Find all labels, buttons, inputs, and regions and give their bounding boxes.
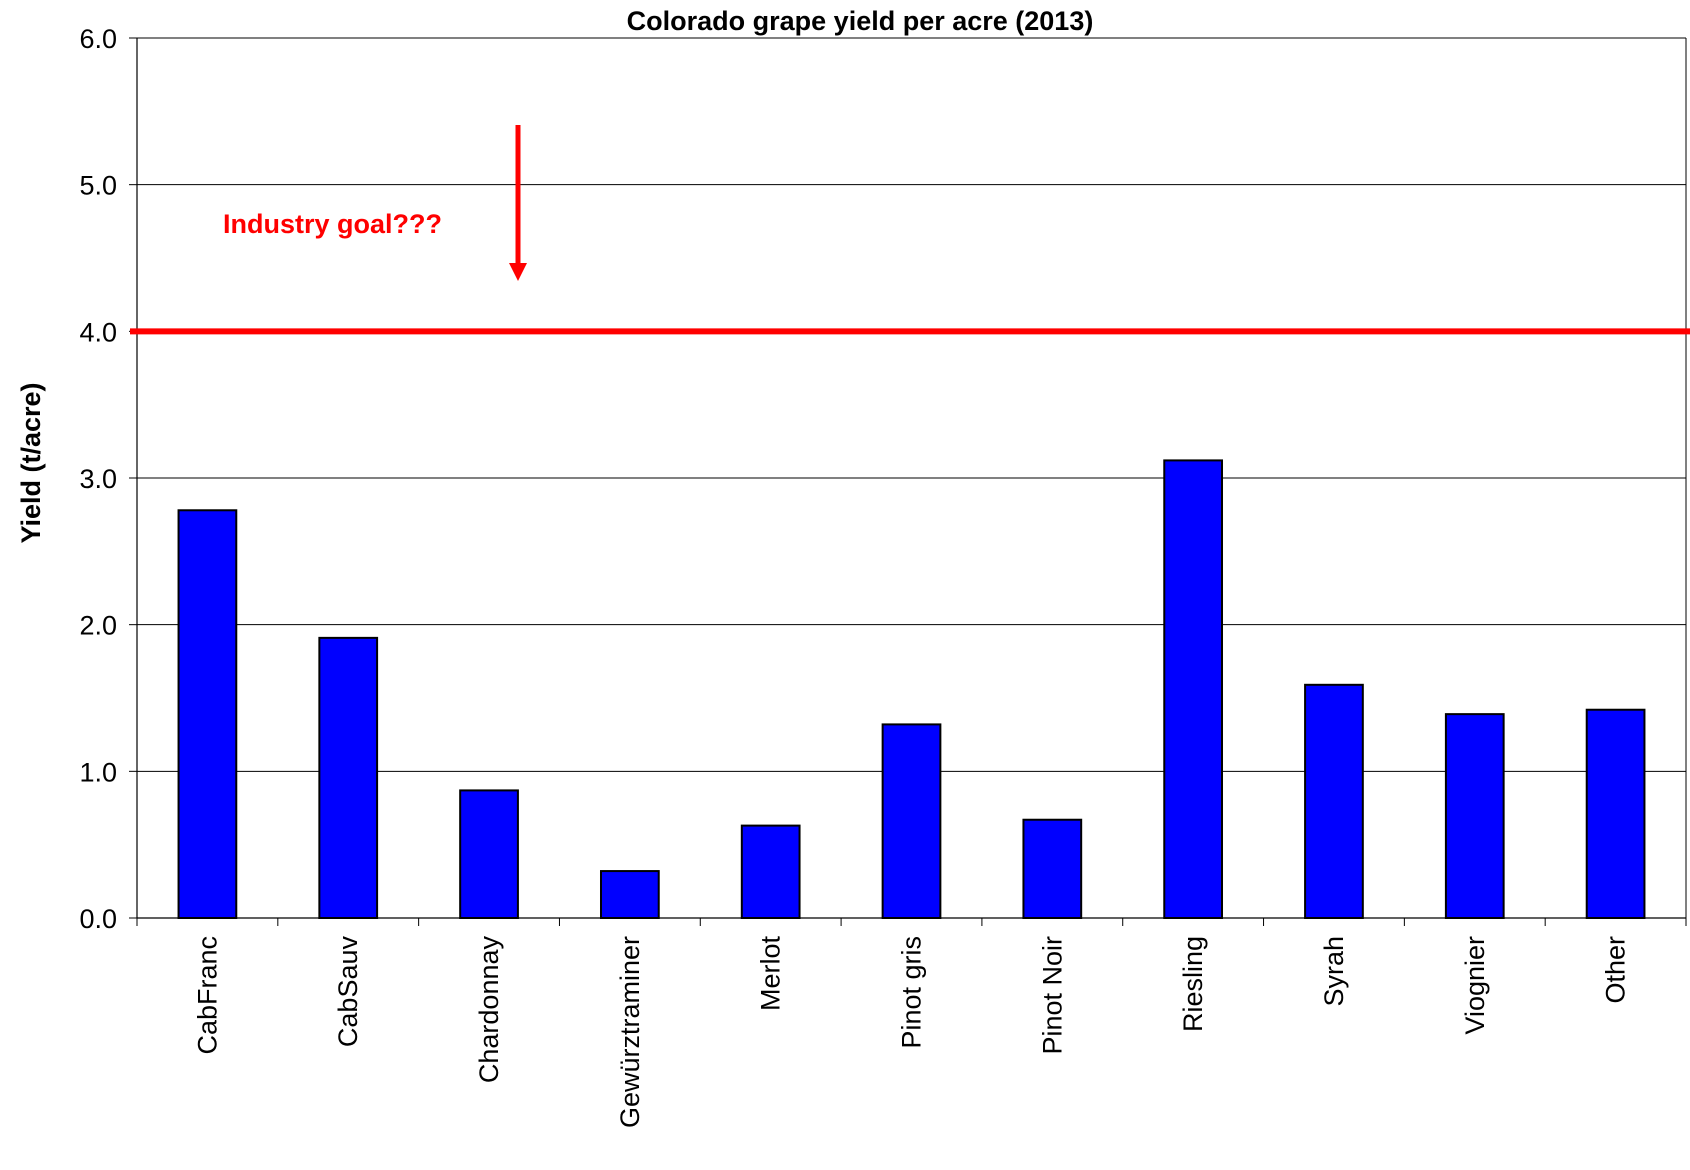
annotation-arrow-head [509, 263, 527, 281]
bar-cabsauv [318, 636, 379, 919]
bar-merlot [740, 824, 801, 919]
x-tick-label: Merlot [756, 936, 786, 1012]
y-tick-label: 6.0 [79, 24, 117, 54]
bar-gew-rztraminer [599, 870, 660, 919]
tick-labels: 0.0 1.0 2.0 3.0 4.0 5.0 6.0 CabFranc CabSauv Char… [79, 24, 1630, 1128]
y-tick-label: 3.0 [79, 464, 117, 494]
x-tick-label: Other [1601, 936, 1631, 1004]
y-axis-label: Yield (t/acre) [16, 382, 46, 543]
x-tick-label: Viognier [1460, 936, 1490, 1035]
x-tick-label: Pinot Noir [1037, 936, 1067, 1055]
chart-title: Colorado grape yield per acre (2013) [627, 6, 1094, 36]
axes [129, 37, 1687, 926]
x-tick-label: CabSauv [333, 936, 363, 1048]
x-tick-label: CabFranc [192, 936, 222, 1055]
y-tick-label: 5.0 [79, 171, 117, 201]
x-tick-label: Gewürztraminer [615, 936, 645, 1128]
y-tick-label: 0.0 [79, 904, 117, 934]
bar-cabfranc [177, 509, 238, 919]
annotation-group: Industry goal??? [223, 125, 527, 281]
y-tick-label: 2.0 [79, 611, 117, 641]
bar-pinot-noir [1022, 818, 1083, 920]
x-tick-label: Riesling [1178, 936, 1208, 1032]
bar-viognier [1444, 713, 1505, 920]
x-tick-label: Pinot gris [897, 936, 927, 1049]
y-tick-label: 4.0 [79, 317, 117, 347]
x-tick-label: Chardonnay [474, 936, 504, 1084]
bar-riesling [1163, 459, 1224, 919]
bar-chardonnay [459, 789, 519, 920]
bar-syrah [1304, 683, 1364, 919]
annotation-text: Industry goal??? [223, 209, 442, 239]
bars [177, 459, 1646, 920]
y-tick-label: 1.0 [79, 757, 117, 787]
x-tick-label: Syrah [1319, 936, 1349, 1007]
bar-other [1585, 708, 1646, 919]
bar-pinot-gris [881, 723, 942, 920]
